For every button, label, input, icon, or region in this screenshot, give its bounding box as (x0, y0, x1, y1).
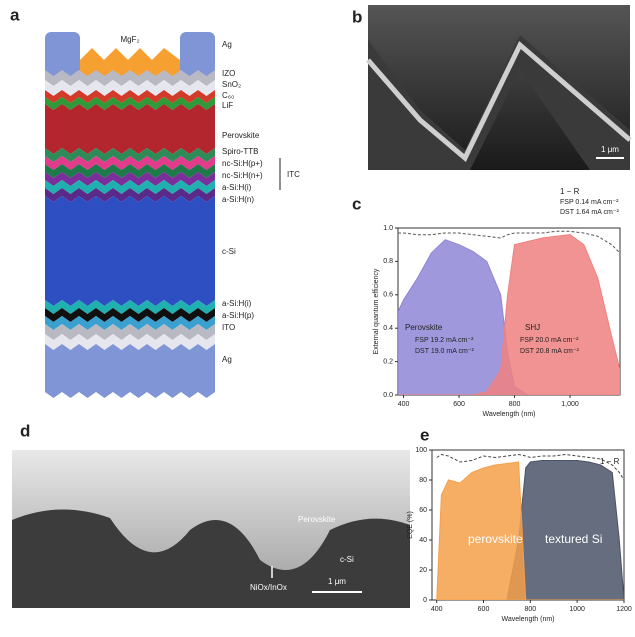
annotation: DST 1.64 mA cm⁻² (560, 209, 619, 216)
x-axis-label: Wavelength (nm) (482, 411, 535, 418)
layer (45, 344, 215, 398)
layer-label: MgF₂ (120, 35, 139, 44)
layer-label: nc-Si:H(p+) (222, 159, 263, 168)
series-label: perovskite (468, 532, 523, 546)
y-tick-label: 1.0 (383, 225, 393, 232)
series-label: textured Si (545, 532, 602, 546)
layer-label: c-Si (340, 555, 354, 564)
x-tick-label: 600 (478, 606, 490, 613)
layer-label: SnO₂ (222, 80, 241, 89)
panel-label: b (352, 7, 362, 26)
layer-stack (45, 32, 215, 398)
scale-label: 1 μm (601, 145, 619, 154)
layer-label: a-Si:H(n) (222, 195, 254, 204)
layer-label: ITO (222, 323, 235, 332)
x-tick-label: 400 (431, 606, 443, 613)
y-tick-label: 0.0 (383, 392, 393, 399)
layer-label: a-Si:H(i) (222, 183, 252, 192)
y-tick-label: 20 (419, 567, 427, 574)
y-tick-label: 100 (415, 447, 427, 454)
x-tick-label: 400 (398, 401, 410, 408)
layer-label: NiOx/InOx (250, 583, 287, 592)
x-tick-label: 1000 (569, 606, 585, 613)
figure: 1 μm b Perovskite c-Si NiOx/InOx 1 μm d … (0, 0, 635, 637)
annotation: DST 19.0 mA cm⁻² (415, 348, 474, 355)
layer-label: a-Si:H(p) (222, 311, 254, 320)
annotation: FSP 20.0 mA cm⁻² (520, 337, 579, 344)
layer-label: Ag (222, 355, 232, 364)
layer-label: Perovskite (298, 515, 336, 524)
y-tick-label: 0.6 (383, 292, 393, 299)
y-tick-label: 0 (423, 597, 427, 604)
y-tick-label: 0.2 (383, 358, 393, 365)
x-tick-label: 1,000 (561, 401, 579, 408)
layer-label: Ag (222, 40, 232, 49)
annotation: FSP 0.14 mA cm⁻² (560, 199, 619, 206)
layer (45, 104, 215, 154)
layer-label: nc-Si:H(n+) (222, 171, 263, 180)
y-tick-label: 0.4 (383, 325, 393, 332)
x-tick-label: 800 (524, 606, 536, 613)
y-tick-label: 60 (419, 507, 427, 514)
layer-label: LiF (222, 101, 233, 110)
panel-label: c (352, 194, 361, 213)
series-label: SHJ (525, 323, 540, 332)
x-axis-label: Wavelength (nm) (501, 616, 554, 623)
series-label: 1 − R (600, 457, 620, 466)
series-label: Perovskite (405, 323, 443, 332)
layer-label: a-Si:H(i) (222, 299, 252, 308)
panel-label: e (420, 425, 429, 444)
series-label: 1 − R (560, 187, 580, 196)
y-tick-label: 80 (419, 477, 427, 484)
layer-label: Perovskite (222, 131, 260, 140)
panel-label: a (10, 5, 20, 24)
layer-label: c-Si (222, 247, 236, 256)
y-axis-label: EQE (%) (407, 511, 414, 539)
y-tick-label: 40 (419, 537, 427, 544)
bracket-label: ITC (287, 170, 300, 179)
x-tick-label: 600 (453, 401, 465, 408)
layer-label: Spiro-TTB (222, 147, 258, 156)
x-tick-label: 800 (509, 401, 521, 408)
annotation: FSP 19.2 mA cm⁻² (415, 337, 474, 344)
y-axis-label: External quantum efficiency (373, 268, 380, 354)
layer (45, 196, 215, 306)
panel-label: d (20, 421, 30, 440)
scale-label: 1 μm (328, 577, 346, 586)
annotation: DST 20.8 mA cm⁻² (520, 348, 579, 355)
layer-label: C₆₀ (222, 91, 234, 100)
y-tick-label: 0.8 (383, 258, 393, 265)
x-tick-label: 1200 (616, 606, 632, 613)
layer-label: IZO (222, 69, 235, 78)
